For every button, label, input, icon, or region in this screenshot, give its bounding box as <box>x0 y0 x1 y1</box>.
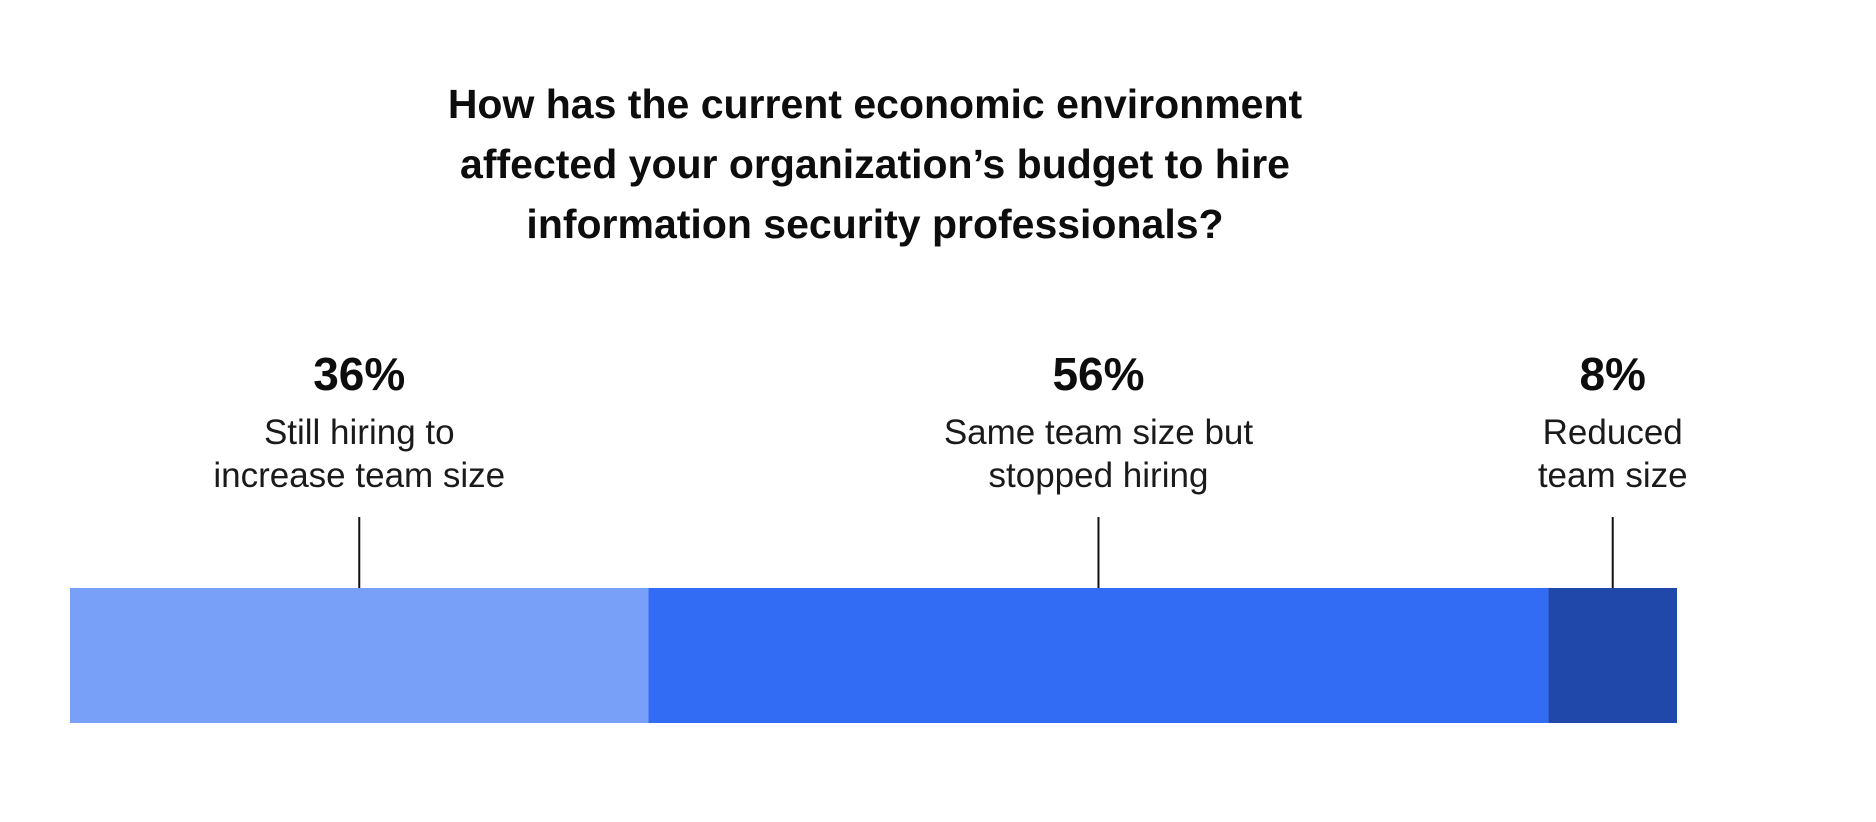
bar-segment-2 <box>648 588 1549 723</box>
chart-title-line: affected your organization’s budget to h… <box>460 141 1290 187</box>
bar-segment-1 <box>70 588 649 723</box>
segment-category-label: stopped hiring <box>989 456 1209 495</box>
segment-category-label: increase team size <box>213 456 505 495</box>
segment-category-label: Still hiring to <box>264 413 455 452</box>
chart-title-line: How has the current economic environment <box>447 81 1303 127</box>
chart-title-line: information security professionals? <box>526 201 1224 247</box>
segment-value-label: 36% <box>313 348 405 400</box>
bar-segment-3 <box>1548 588 1677 723</box>
segment-value-label: 8% <box>1579 348 1645 400</box>
bar-segments <box>70 588 1677 723</box>
segment-category-label: Reduced <box>1543 413 1683 452</box>
segment-category-label: Same team size but <box>944 413 1254 452</box>
segment-category-label: team size <box>1538 456 1688 495</box>
segment-labels: 36% Still hiring to increase team size 56% S… <box>213 348 1688 588</box>
chart-title: How has the current economic environment… <box>320 74 1430 254</box>
segment-value-label: 56% <box>1052 348 1144 400</box>
